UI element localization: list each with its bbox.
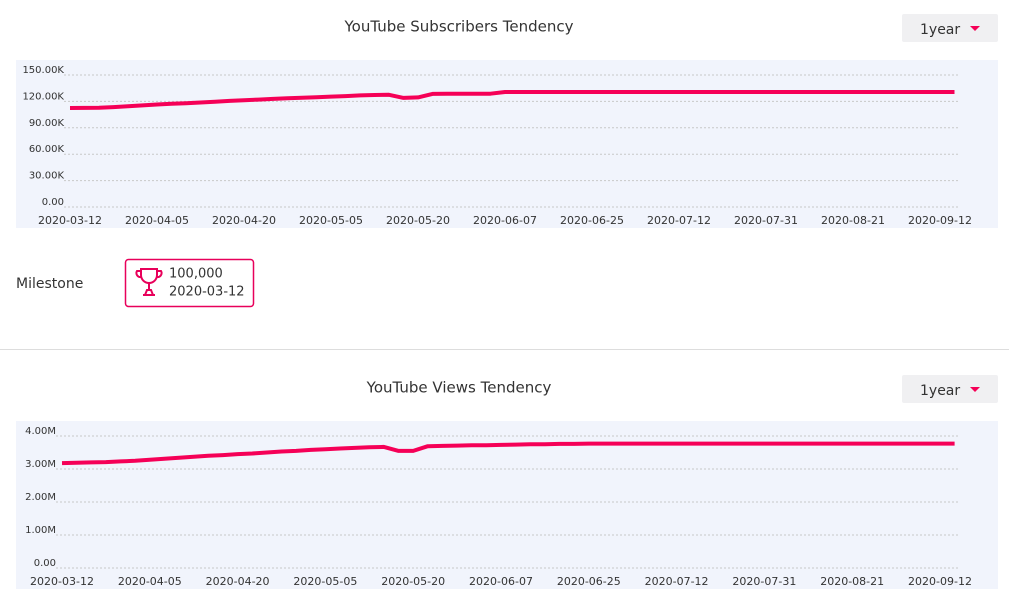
period-dropdown[interactable] bbox=[902, 14, 998, 42]
x-tick-label: 2020-03-12 bbox=[30, 575, 94, 588]
x-tick-label: 2020-06-25 bbox=[557, 575, 621, 588]
x-tick-label: 2020-05-05 bbox=[293, 575, 357, 588]
y-tick-label: 150.00K bbox=[22, 65, 64, 76]
period-label: 1year bbox=[920, 22, 960, 38]
chart-title: YouTube Subscribers Tendency bbox=[344, 18, 574, 36]
y-tick-label: 3.00M bbox=[25, 459, 56, 470]
trophy-icon bbox=[135, 268, 163, 296]
period-label: 1year bbox=[920, 383, 960, 399]
x-tick-label: 2020-07-12 bbox=[645, 575, 709, 588]
x-tick-label: 2020-07-31 bbox=[734, 214, 798, 227]
chart-title: YouTube Views Tendency bbox=[366, 379, 552, 397]
data-line bbox=[69, 90, 955, 110]
x-tick-label: 2020-04-20 bbox=[212, 214, 276, 227]
y-tick-label: 90.00K bbox=[29, 118, 65, 129]
x-tick-label: 2020-09-12 bbox=[908, 575, 972, 588]
data-line bbox=[61, 441, 955, 466]
x-tick-label: 2020-04-05 bbox=[125, 214, 189, 227]
x-tick-label: 2020-08-21 bbox=[821, 214, 885, 227]
milestone-date: 2020-03-12 bbox=[169, 285, 245, 300]
dropdown-caret bbox=[970, 387, 980, 392]
x-tick-label: 2020-07-12 bbox=[647, 214, 711, 227]
x-tick-label: 2020-06-25 bbox=[560, 214, 624, 227]
x-tick-label: 2020-08-21 bbox=[820, 575, 884, 588]
y-tick-label: 1.00M bbox=[25, 525, 56, 536]
x-tick-label: 2020-04-05 bbox=[118, 575, 182, 588]
x-tick-label: 2020-04-20 bbox=[206, 575, 270, 588]
plot-panel bbox=[16, 60, 998, 228]
x-tick-label: 2020-09-12 bbox=[908, 214, 972, 227]
y-tick-label: 30.00K bbox=[29, 171, 65, 182]
x-tick-label: 2020-06-07 bbox=[469, 575, 533, 588]
dropdown-caret bbox=[970, 26, 980, 31]
y-tick-label: 2.00M bbox=[25, 492, 56, 503]
period-dropdown[interactable] bbox=[902, 375, 998, 403]
y-tick-label: 0.00 bbox=[42, 197, 64, 208]
y-tick-label: 60.00K bbox=[29, 144, 65, 155]
x-tick-label: 2020-07-31 bbox=[732, 575, 796, 588]
y-tick-label: 0.00 bbox=[34, 558, 56, 569]
x-tick-label: 2020-05-20 bbox=[381, 575, 445, 588]
x-tick-label: 2020-03-12 bbox=[38, 214, 102, 227]
x-tick-label: 2020-05-05 bbox=[299, 214, 363, 227]
x-tick-label: 2020-06-07 bbox=[473, 214, 537, 227]
milestone-value: 100,000 bbox=[169, 267, 223, 282]
x-tick-label: 2020-05-20 bbox=[386, 214, 450, 227]
milestone-label: Milestone bbox=[16, 276, 83, 292]
y-tick-label: 4.00M bbox=[25, 426, 56, 437]
y-tick-label: 120.00K bbox=[22, 91, 64, 102]
plot-panel bbox=[16, 421, 998, 589]
